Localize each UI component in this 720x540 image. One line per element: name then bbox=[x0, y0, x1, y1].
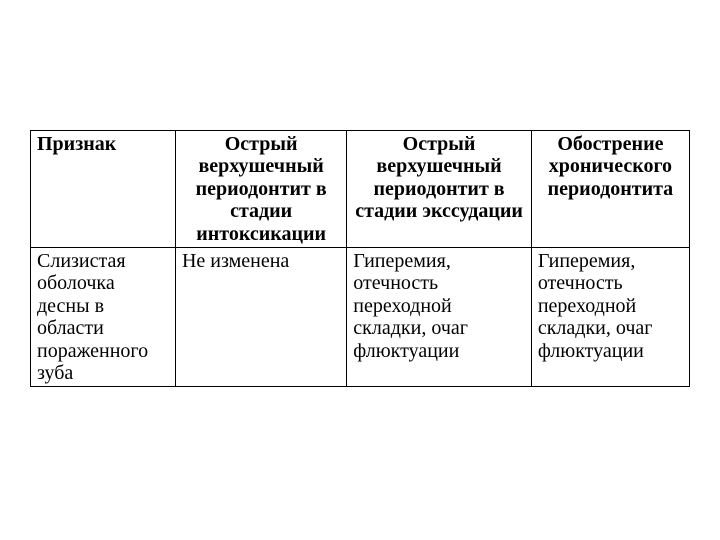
table-header-row: Признак Острый верхушечный периодонтит в… bbox=[31, 131, 690, 248]
cell-0-1: Не изменена bbox=[175, 247, 346, 386]
cell-0-0: Слизис­тая оболочка десны в области пора… bbox=[31, 247, 176, 386]
col-header-2: Острый верхушечный периодонтит в стадии … bbox=[347, 131, 532, 248]
col-header-3: Обострение хронического периодонтита bbox=[531, 131, 689, 248]
page: Признак Острый верхушечный периодонтит в… bbox=[0, 0, 720, 540]
cell-0-2: Гиперемия, отечность переходной складки,… bbox=[347, 247, 532, 386]
col-header-0: Признак bbox=[31, 131, 176, 248]
cell-0-3: Гиперемия, отечность переходной складки,… bbox=[531, 247, 689, 386]
col-header-1: Острый верхушечный периодонтит в стадии … bbox=[175, 131, 346, 248]
table-row: Слизис­тая оболочка десны в области пора… bbox=[31, 247, 690, 386]
comparison-table: Признак Острый верхушечный периодонтит в… bbox=[30, 130, 690, 387]
